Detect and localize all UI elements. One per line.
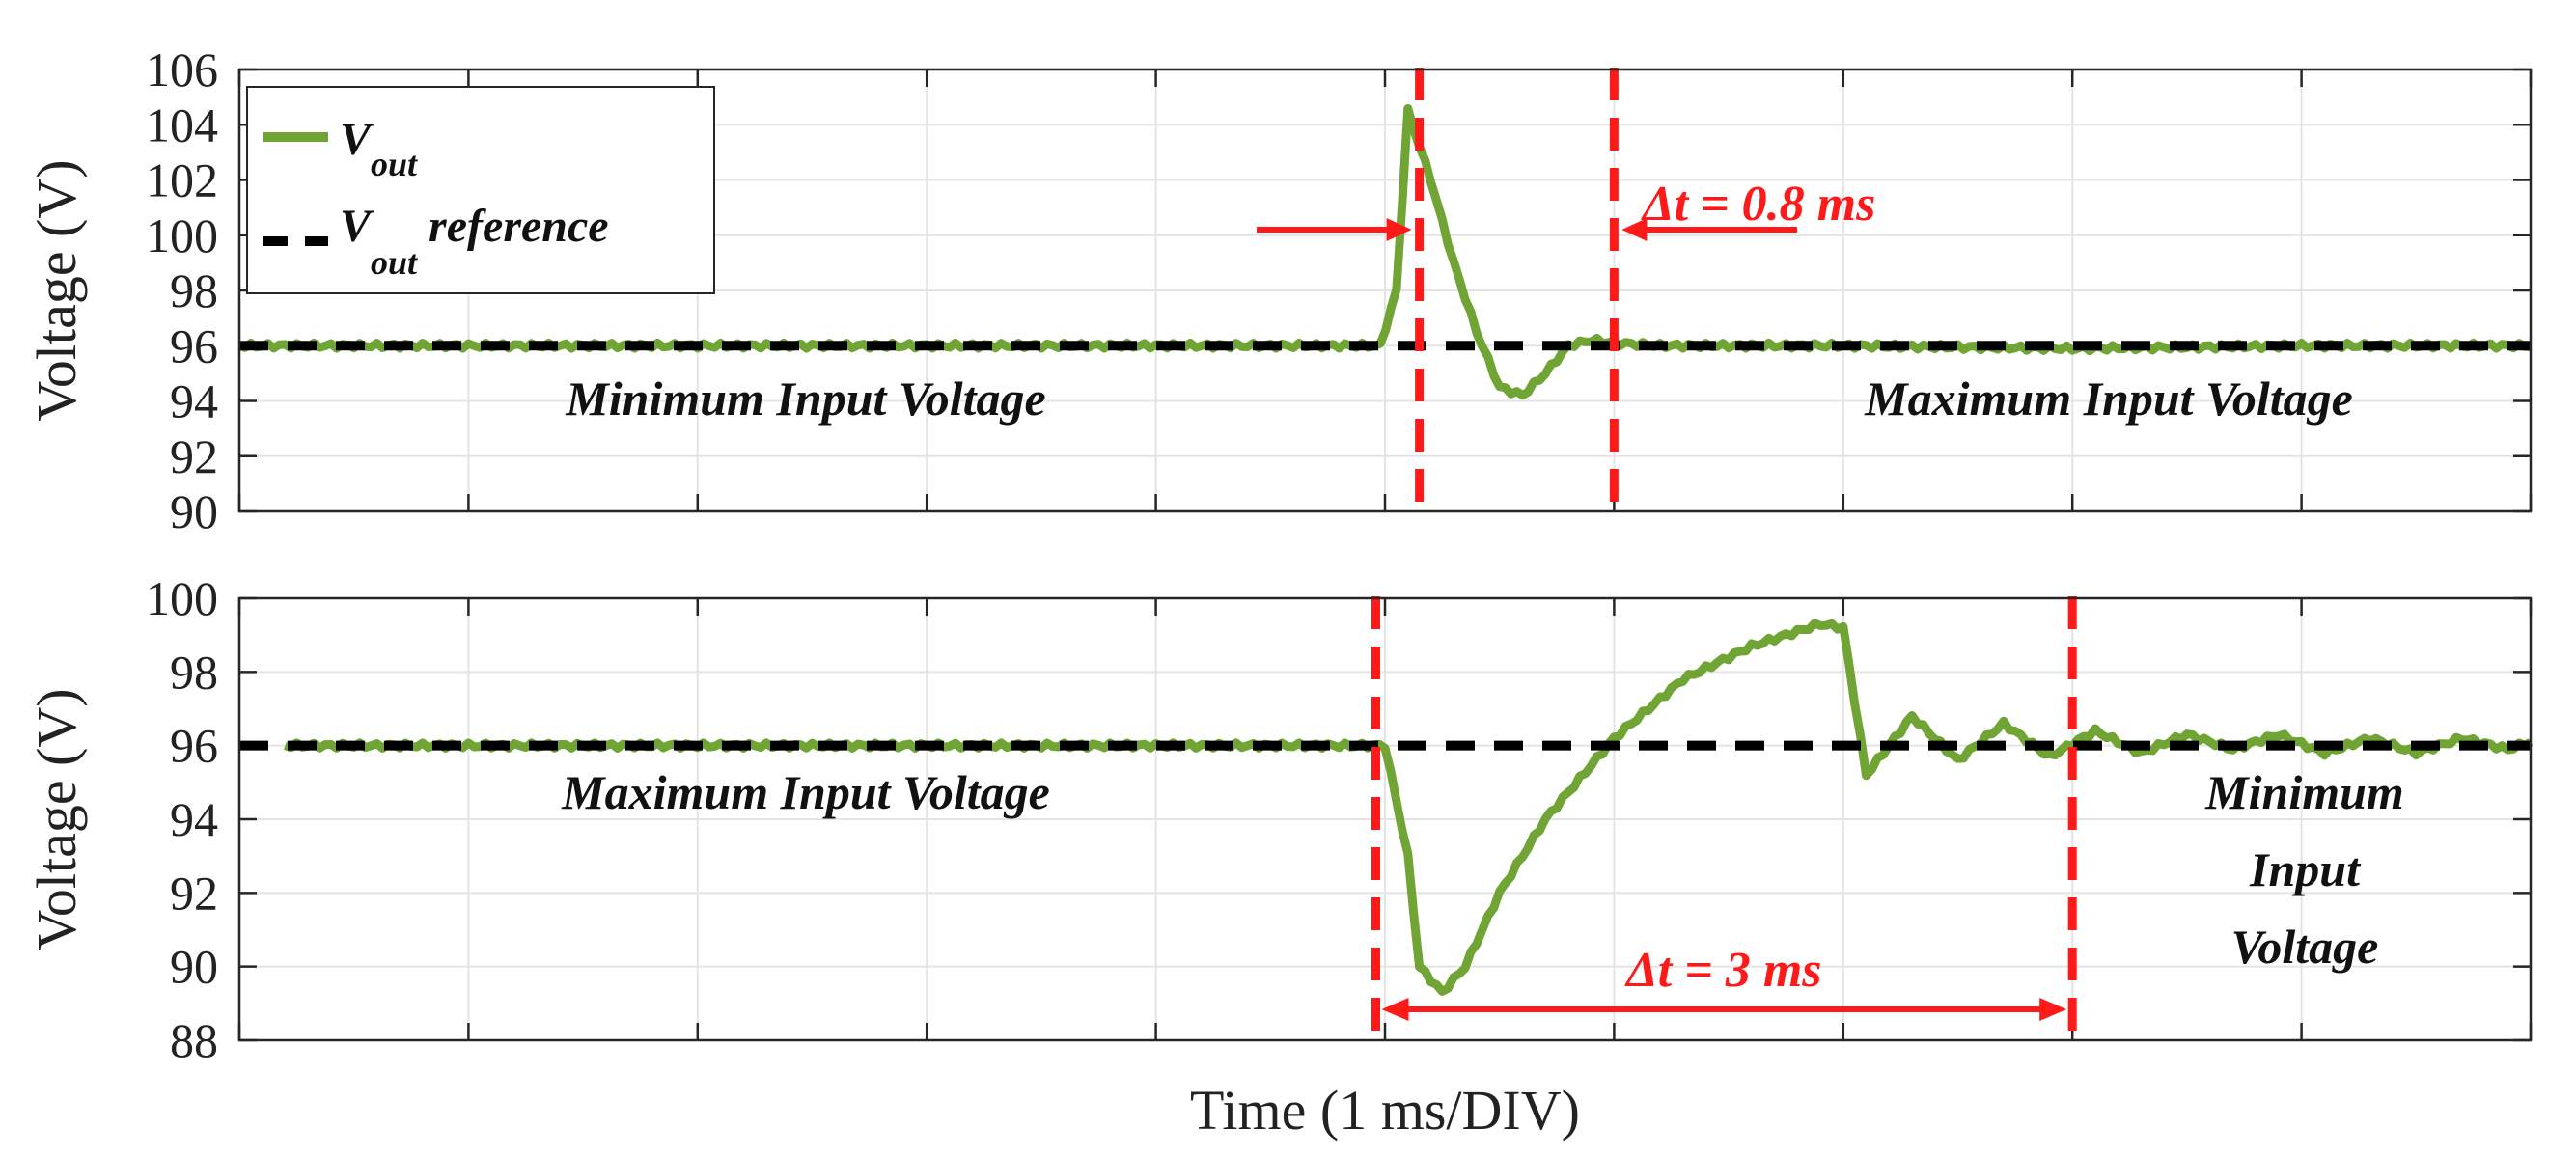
bottom-plot-frame: [237, 596, 2533, 1042]
legend: Vout Vout reference: [246, 86, 715, 294]
y-tick-label: 98: [170, 645, 218, 699]
bottom-delta-t-label: Δt = 3 ms: [1624, 943, 1821, 998]
bottom-right-region-line-1: Minimum: [2204, 765, 2404, 819]
legend-label-reference: Vout reference: [340, 201, 609, 282]
top-series: [237, 103, 2532, 400]
y-tick-label: 90: [170, 484, 218, 538]
delta-arrowhead-right: [1621, 218, 1648, 242]
y-tick-label: 94: [170, 374, 218, 428]
y-tick-label: 90: [170, 940, 218, 994]
legend-main: V: [340, 201, 374, 252]
y-tick-label: 100: [146, 208, 218, 262]
y-tick-label: 92: [170, 429, 218, 483]
top-markers: [1257, 68, 1797, 513]
y-tick-label: 94: [170, 792, 218, 846]
top-y-axis-title: Voltage (V): [25, 159, 88, 421]
x-axis-title: Time (1 ms/DIV): [1190, 1079, 1580, 1142]
legend-box: [246, 86, 715, 294]
bottom-markers: [1371, 596, 2077, 1042]
delta-arrowhead-left: [1386, 218, 1412, 242]
bottom-right-region-line-3: Voltage: [2231, 920, 2379, 974]
top-left-region-label: Minimum Input Voltage: [565, 372, 1045, 426]
delta-arrowhead-start: [1381, 998, 1409, 1021]
series-line-vout: [284, 619, 2534, 996]
top-right-region-label: Maximum Input Voltage: [1864, 372, 2353, 426]
legend-label-vout: Vout: [340, 114, 418, 183]
bottom-grid: [239, 597, 2531, 1041]
y-tick-label: 92: [170, 866, 218, 920]
bottom-right-region-line-2: Input: [2249, 842, 2362, 896]
y-tick-label: 98: [170, 263, 218, 317]
y-tick-label: 104: [146, 97, 218, 151]
bottom-panel: 88 90 92 94 96 98 100 Voltage (V) Maximum Inpu…: [25, 571, 2534, 1142]
top-plot-frame: [237, 68, 2533, 513]
bottom-y-axis-title: Voltage (V): [25, 688, 88, 950]
y-tick-label: 96: [170, 318, 218, 372]
bottom-left-region-label: Maximum Input Voltage: [561, 765, 1050, 819]
legend-main: V: [340, 114, 374, 165]
y-tick-label: 100: [146, 571, 218, 625]
y-tick-label: 106: [146, 42, 218, 96]
y-tick-label: 88: [170, 1013, 218, 1067]
legend-suffix: reference: [417, 201, 609, 252]
bottom-series: [239, 619, 2534, 996]
top-delta-t-label: Δt = 0.8 ms: [1641, 177, 1875, 232]
y-tick-label: 96: [170, 719, 218, 773]
legend-subscript: out: [371, 243, 418, 282]
delta-arrowhead-end: [2039, 998, 2067, 1021]
y-tick-label: 102: [146, 153, 218, 207]
legend-subscript: out: [371, 145, 418, 183]
